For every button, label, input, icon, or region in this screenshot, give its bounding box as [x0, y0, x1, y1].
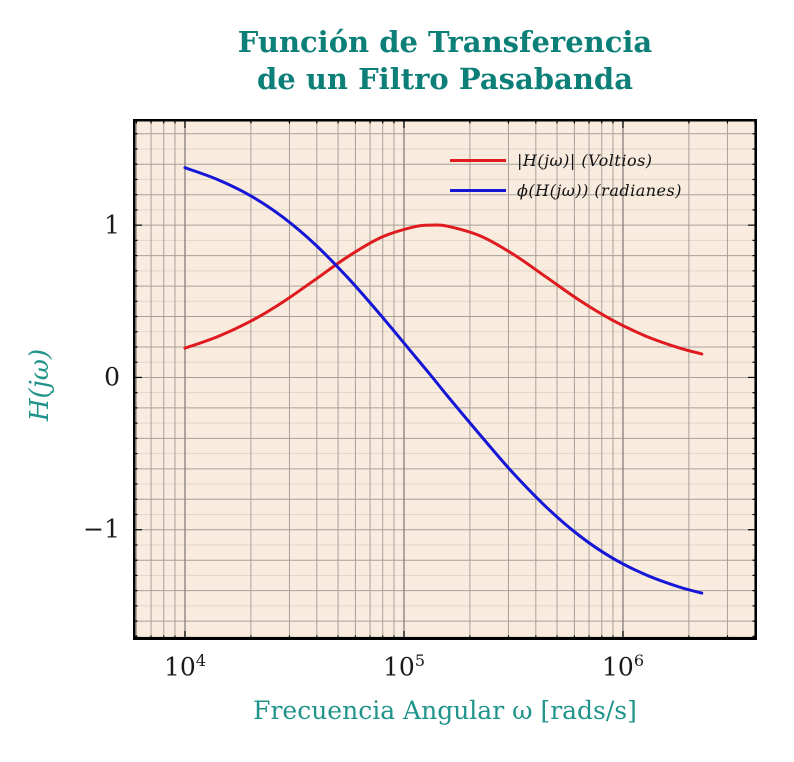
x-tick-base: 10 — [602, 652, 634, 682]
chart-title-line1: Función de Transferencia — [237, 25, 653, 59]
chart-title-line2: de un Filtro Pasabanda — [257, 62, 633, 96]
plot-area: |H(jω)| (Voltios) ϕ(H(jω)) (radianes) — [133, 119, 757, 640]
x-tick-exp: 5 — [414, 651, 425, 670]
chart-canvas — [133, 119, 757, 640]
x-tick-exp: 4 — [195, 651, 206, 670]
magnitude-line-swatch — [450, 158, 506, 162]
x-axis-label: Frecuencia Angular ω [rads/s] — [253, 696, 637, 725]
y-tick-label-0: 0 — [104, 362, 120, 392]
y-tick-label-neg1: −1 — [83, 514, 120, 544]
y-tick-label-1: 1 — [104, 210, 120, 240]
x-tick-base: 10 — [164, 652, 196, 682]
legend-item-magnitude: |H(jω)| (Voltios) — [450, 145, 682, 175]
x-tick-exp: 6 — [633, 651, 644, 670]
legend-item-phase: ϕ(H(jω)) (radianes) — [450, 175, 682, 205]
x-tick-label-1e6: 106 — [602, 651, 644, 681]
legend-label-phase: ϕ(H(jω)) (radianes) — [517, 180, 682, 200]
phase-line-swatch — [450, 188, 506, 192]
legend-label-magnitude: |H(jω)| (Voltios) — [517, 150, 653, 170]
legend: |H(jω)| (Voltios) ϕ(H(jω)) (radianes) — [450, 145, 682, 205]
x-tick-label-1e5: 105 — [383, 651, 425, 681]
x-tick-base: 10 — [383, 652, 415, 682]
x-tick-label-1e4: 104 — [164, 651, 206, 681]
chart-title: Función de Transferencia de un Filtro Pa… — [133, 24, 757, 98]
